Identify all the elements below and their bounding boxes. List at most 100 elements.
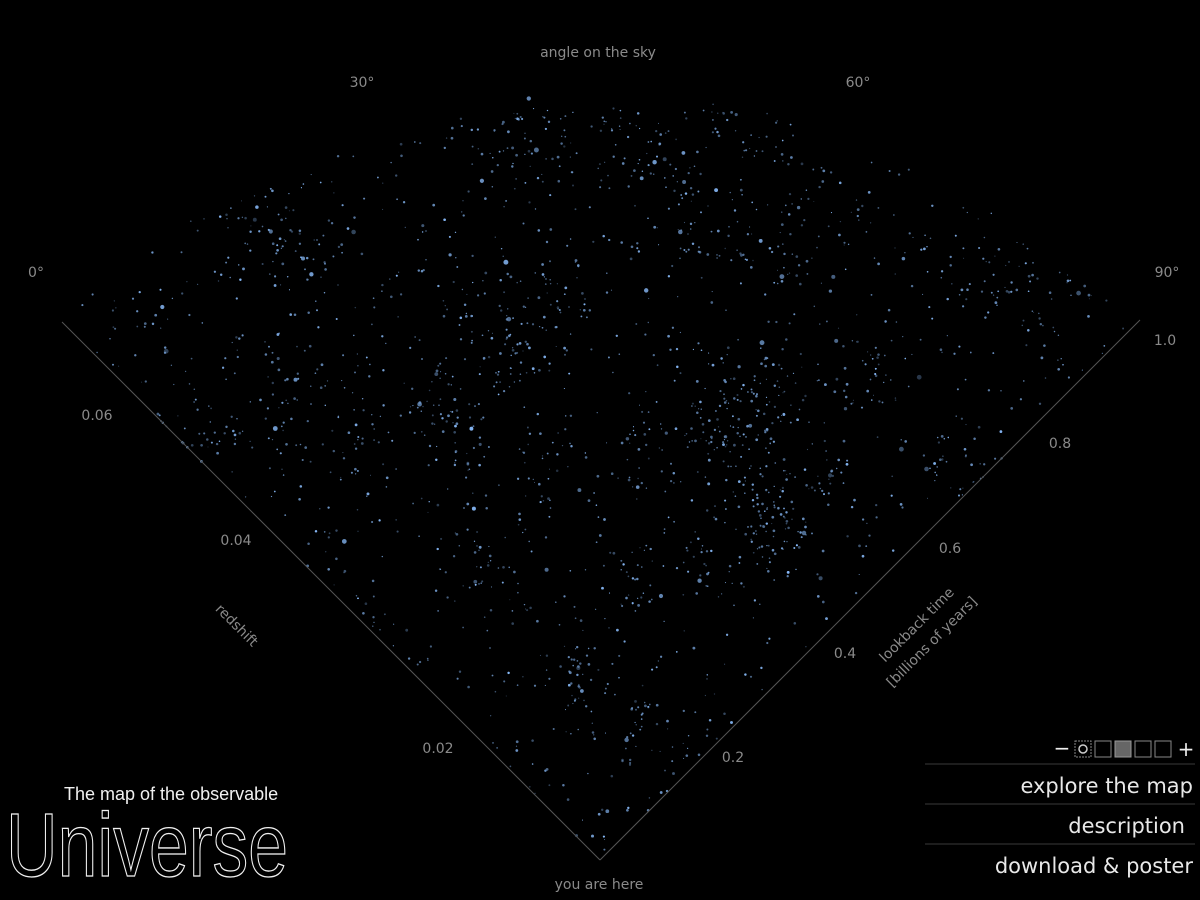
- galaxy-dot: [794, 382, 797, 384]
- galaxy-dot: [466, 293, 468, 295]
- galaxy-dot: [1010, 290, 1013, 293]
- galaxy-dot: [683, 757, 685, 759]
- galaxy-dot: [887, 308, 891, 312]
- galaxy-dot: [569, 156, 571, 158]
- galaxy-dot: [541, 326, 544, 329]
- galaxy-dot: [647, 705, 650, 709]
- galaxy-dot: [718, 430, 721, 433]
- galaxy-dot: [765, 428, 769, 431]
- galaxy-dot: [354, 371, 356, 374]
- galaxy-dot: [846, 535, 849, 538]
- galaxy-dot: [782, 412, 785, 416]
- zoom-level[interactable]: [1154, 740, 1172, 758]
- galaxy-dot: [1038, 402, 1042, 406]
- galaxy-dot: [805, 646, 807, 648]
- galaxy-dot: [635, 724, 637, 726]
- galaxy-dot: [682, 593, 685, 596]
- galaxy-dot: [385, 486, 388, 488]
- galaxy-dot: [640, 596, 643, 599]
- galaxy-dot: [563, 346, 566, 350]
- galaxy-dot: [233, 442, 237, 446]
- galaxy-dot: [790, 404, 792, 406]
- galaxy-dot: [621, 162, 625, 165]
- galaxy-dot: [549, 499, 551, 502]
- galaxy-dot: [706, 585, 709, 588]
- galaxy-dot: [492, 157, 494, 159]
- galaxy-dot: [1087, 315, 1090, 318]
- zoom-level[interactable]: [1134, 740, 1152, 758]
- galaxy-dot: [237, 217, 240, 220]
- galaxy-dot: [738, 555, 742, 559]
- galaxy-dot: [584, 452, 587, 454]
- galaxy-dot: [397, 316, 399, 318]
- galaxy-dot: [497, 484, 500, 487]
- galaxy-dot: [330, 222, 334, 225]
- galaxy-dot: [715, 737, 718, 740]
- galaxy-dot: [417, 269, 420, 272]
- galaxy-dot: [760, 666, 763, 670]
- galaxy-dot: [576, 660, 579, 662]
- galaxy-dot: [537, 229, 541, 232]
- zoom-in[interactable]: +: [1178, 737, 1195, 761]
- zoom-level[interactable]: [1074, 740, 1092, 758]
- galaxy-dot: [177, 415, 179, 417]
- galaxy-dot: [479, 178, 484, 183]
- galaxy-dot: [700, 550, 703, 554]
- galaxy-dot: [749, 675, 753, 678]
- galaxy-dot: [667, 207, 670, 210]
- galaxy-dot: [529, 139, 533, 143]
- menu-item[interactable]: description: [1068, 814, 1185, 838]
- menu-item[interactable]: explore the map: [1020, 774, 1193, 798]
- galaxy-dot: [730, 465, 732, 468]
- galaxy-dot: [482, 280, 484, 282]
- galaxy-dot: [656, 364, 659, 367]
- galaxy-dot: [801, 366, 803, 368]
- galaxy-dot: [470, 314, 474, 318]
- galaxy-dot: [799, 531, 802, 534]
- galaxy-dot: [1043, 344, 1046, 347]
- galaxy-dot: [1022, 243, 1024, 245]
- galaxy-dot: [592, 240, 595, 243]
- galaxy-dot: [565, 349, 568, 352]
- zoom-level-current[interactable]: [1114, 740, 1132, 758]
- galaxy-dot: [779, 274, 785, 279]
- galaxy-dot: [320, 276, 322, 278]
- galaxy-dot: [994, 457, 997, 460]
- galaxy-dot: [737, 417, 741, 421]
- galaxy-dot: [587, 499, 591, 502]
- galaxy-dot: [767, 570, 770, 573]
- galaxy-dot: [782, 160, 784, 162]
- galaxy-dot: [282, 474, 285, 476]
- galaxy-dot: [602, 234, 605, 238]
- zoom-out[interactable]: −: [1054, 736, 1071, 760]
- galaxy-dot: [730, 721, 733, 724]
- galaxy-dot: [170, 364, 173, 366]
- galaxy-dot: [786, 541, 788, 543]
- galaxy-dot: [111, 309, 114, 312]
- galaxy-dot: [582, 629, 584, 631]
- galaxy-dot: [629, 758, 632, 762]
- galaxy-dot: [992, 294, 995, 296]
- galaxy-dot: [494, 236, 496, 238]
- galaxy-dot: [732, 491, 735, 493]
- menu-item[interactable]: download & poster: [995, 854, 1194, 878]
- galaxy-dot: [509, 333, 512, 336]
- galaxy-dot: [548, 362, 551, 365]
- galaxy-dot: [664, 132, 667, 134]
- galaxy-dot: [467, 190, 470, 193]
- galaxy-dot: [652, 160, 657, 165]
- galaxy-dot: [997, 247, 1001, 251]
- galaxy-dot: [495, 381, 498, 384]
- galaxy-dot: [290, 417, 293, 421]
- galaxy-dot: [805, 534, 807, 536]
- galaxy-dot: [593, 734, 595, 736]
- galaxy-dot: [988, 261, 991, 264]
- galaxy-dot: [490, 170, 494, 173]
- galaxy-dot: [483, 455, 486, 458]
- galaxy-dot: [611, 662, 614, 665]
- galaxy-dot: [546, 452, 549, 455]
- galaxy-dot: [574, 259, 578, 262]
- galaxy-dot: [825, 450, 827, 452]
- zoom-level[interactable]: [1094, 740, 1112, 758]
- galaxy-dot: [672, 175, 674, 177]
